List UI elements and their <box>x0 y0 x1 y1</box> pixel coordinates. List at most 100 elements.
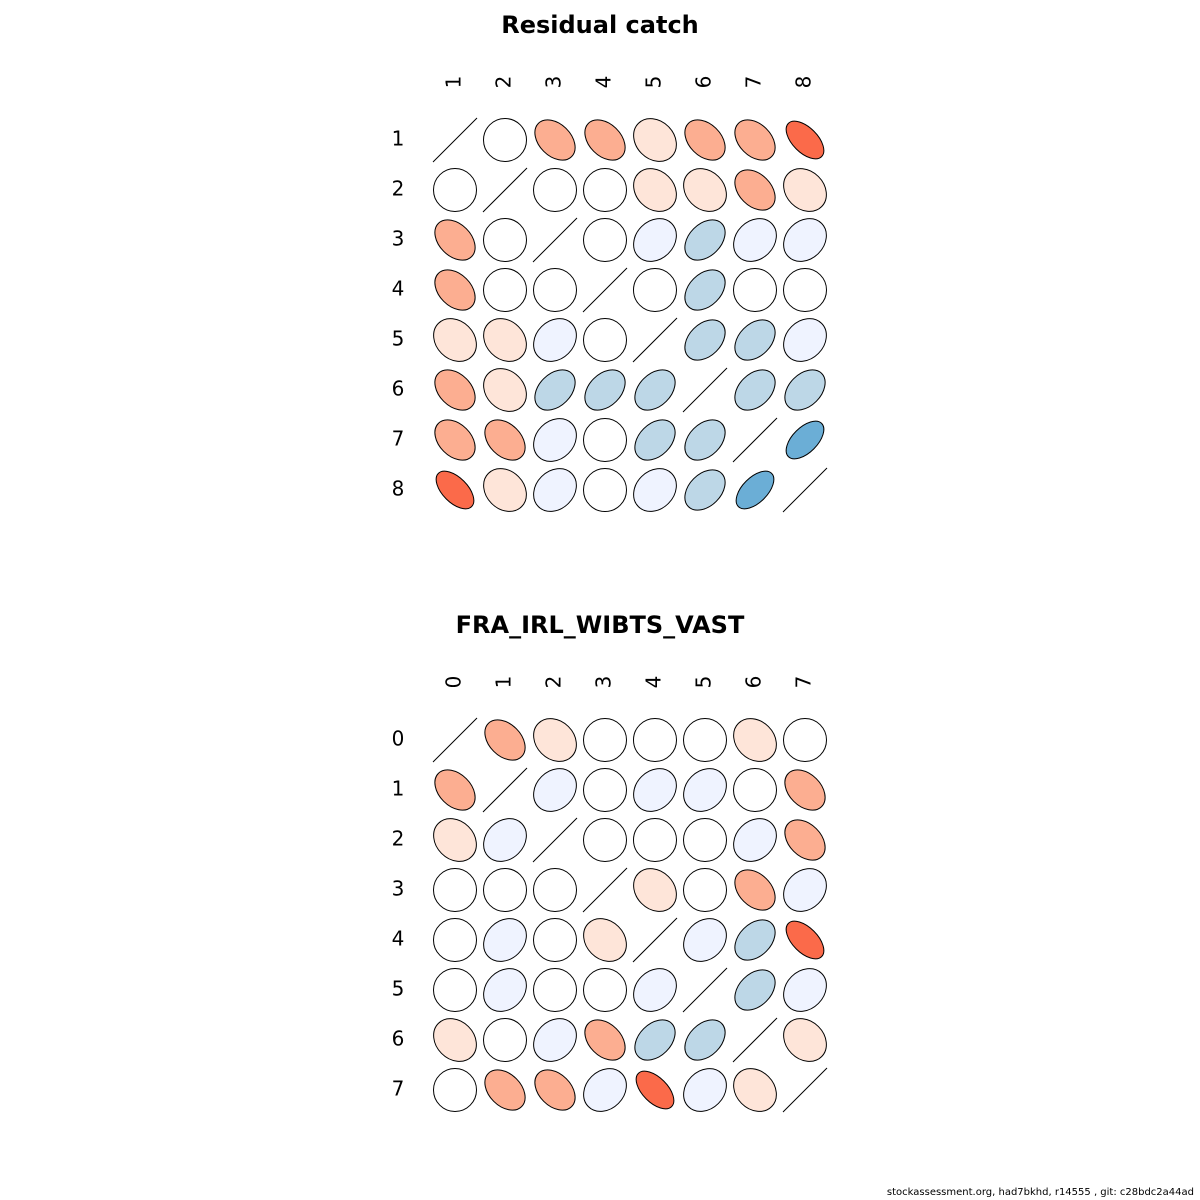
correlation-ellipse <box>433 918 477 962</box>
diagonal-line <box>732 1017 778 1063</box>
correlation-ellipse <box>734 869 776 911</box>
correlation-ellipse <box>683 918 727 962</box>
correlation-ellipse <box>683 818 727 862</box>
correlation-ellipse <box>783 318 827 362</box>
correlation-ellipse <box>783 868 827 912</box>
diagonal-line <box>532 817 578 863</box>
correlation-ellipse <box>583 718 627 762</box>
row-tick-label: 3 <box>392 877 405 901</box>
correlation-ellipse <box>433 1068 477 1112</box>
correlation-ellipse <box>483 918 527 962</box>
row-tick-label: 0 <box>392 727 405 751</box>
row-tick-label: 2 <box>392 827 405 851</box>
correlation-ellipse <box>684 219 726 261</box>
correlation-ellipse <box>583 918 627 962</box>
correlation-ellipse <box>783 168 827 212</box>
correlation-ellipse <box>633 268 677 312</box>
correlation-ellipse <box>683 868 727 912</box>
diagonal-line <box>432 717 478 763</box>
correlation-ellipse <box>534 119 576 161</box>
correlation-ellipse <box>634 1019 676 1061</box>
correlation-ellipse <box>684 469 726 511</box>
correlation-ellipse <box>583 168 627 212</box>
correlation-ellipse <box>435 470 475 510</box>
correlation-ellipse <box>583 818 627 862</box>
correlation-ellipse <box>433 318 477 362</box>
diagonal-line <box>632 317 678 363</box>
correlation-ellipse <box>633 468 677 512</box>
correlation-ellipse <box>734 969 776 1011</box>
correlation-ellipse <box>434 419 476 461</box>
diagonal-line <box>632 917 678 963</box>
column-tick-label: 3 <box>592 676 616 689</box>
diagonal-line <box>582 867 628 913</box>
correlation-ellipse <box>533 1018 577 1062</box>
correlation-plot-2: FRA_IRL_WIBTS_VAST 0 1 2 3 4 5 6 7 0 1 2 3 4 5 6 7 <box>392 611 828 1113</box>
correlation-ellipse <box>483 118 527 162</box>
correlation-plot-1: Residual catch 1 2 3 4 5 6 7 8 1 2 3 4 5 6 7 8 <box>392 11 828 513</box>
correlation-ellipse <box>734 119 776 161</box>
chart-title: Residual catch <box>501 11 699 39</box>
correlation-ellipse <box>733 768 777 812</box>
correlation-ellipse <box>483 868 527 912</box>
correlation-ellipse <box>683 1068 727 1112</box>
correlation-ellipse <box>633 718 677 762</box>
correlation-ellipse <box>733 218 777 262</box>
correlation-ellipse <box>633 868 677 912</box>
correlation-ellipse <box>634 419 676 461</box>
correlation-ellipse <box>533 268 577 312</box>
correlation-ellipse <box>584 1019 626 1061</box>
correlation-ellipse <box>784 819 826 861</box>
correlation-ellipse <box>785 120 825 160</box>
correlation-ellipse <box>684 119 726 161</box>
column-tick-label: 3 <box>542 76 566 89</box>
correlation-ellipse <box>583 1068 627 1112</box>
correlation-ellipse <box>484 719 526 761</box>
correlation-ellipse <box>783 218 827 262</box>
correlation-ellipse <box>633 818 677 862</box>
correlation-ellipse <box>734 369 776 411</box>
correlation-ellipse <box>783 1018 827 1062</box>
correlation-ellipse <box>584 119 626 161</box>
column-tick-label: 7 <box>742 76 766 89</box>
row-tick-label: 6 <box>392 1027 405 1051</box>
diagonal-line <box>732 417 778 463</box>
diagonal-line <box>782 1067 828 1113</box>
row-tick-label: 6 <box>392 377 405 401</box>
correlation-ellipse <box>784 369 826 411</box>
row-tick-label: 4 <box>392 927 405 951</box>
chart-title: FRA_IRL_WIBTS_VAST <box>456 611 745 639</box>
correlation-ellipse <box>684 269 726 311</box>
correlation-ellipse <box>483 468 527 512</box>
correlation-ellipse <box>785 920 825 960</box>
row-tick-label: 2 <box>392 177 405 201</box>
correlation-ellipse <box>483 268 527 312</box>
row-tick-label: 7 <box>392 1077 405 1101</box>
row-tick-label: 1 <box>392 127 405 151</box>
column-tick-label: 7 <box>792 676 816 689</box>
correlation-ellipse <box>483 318 527 362</box>
correlation-ellipse <box>533 918 577 962</box>
correlation-ellipse <box>433 968 477 1012</box>
correlation-ellipse <box>633 168 677 212</box>
correlation-ellipse <box>533 418 577 462</box>
diagonal-line <box>432 117 478 163</box>
correlation-ellipse <box>433 868 477 912</box>
correlation-ellipse <box>783 968 827 1012</box>
correlation-ellipse <box>783 718 827 762</box>
correlation-ellipse <box>534 1069 576 1111</box>
correlation-ellipse <box>784 769 826 811</box>
row-tick-label: 1 <box>392 777 405 801</box>
correlation-ellipse <box>583 768 627 812</box>
row-tick-label: 7 <box>392 427 405 451</box>
diagonal-line <box>532 217 578 263</box>
correlation-ellipse <box>533 468 577 512</box>
row-tick-label: 5 <box>392 327 405 351</box>
correlation-ellipse <box>434 219 476 261</box>
correlation-ellipse <box>583 218 627 262</box>
correlation-ellipse <box>733 1068 777 1112</box>
correlation-ellipse <box>483 1018 527 1062</box>
column-tick-label: 1 <box>492 676 516 689</box>
diagonal-line <box>482 767 528 813</box>
